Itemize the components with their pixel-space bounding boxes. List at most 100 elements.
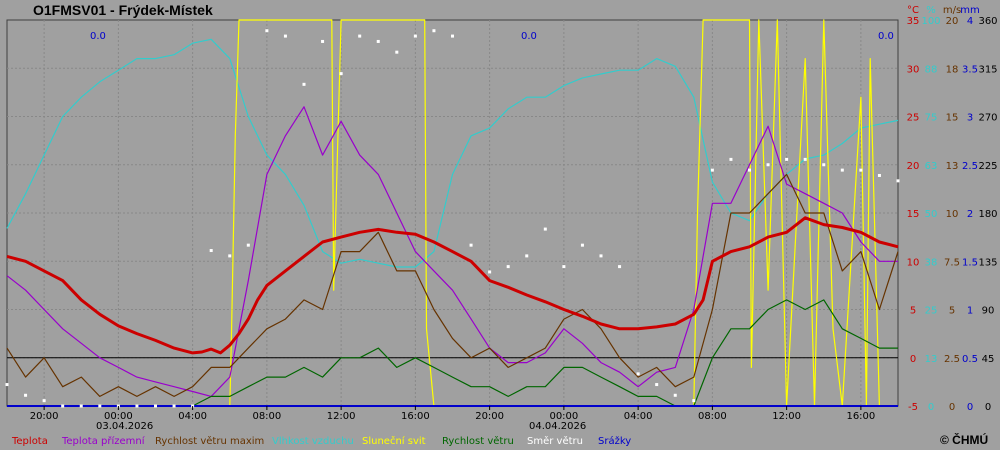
wind-direction-dot [376,39,380,43]
axis-tick-label: 270 [978,113,997,124]
axis-tick-label: 0.5 [962,354,978,365]
wind-direction-dot [543,227,547,231]
axis-tick-label: 90 [982,306,995,317]
axis-tick-label: 5 [910,306,916,317]
wind-direction-dot [710,168,714,172]
wind-direction-dot [24,393,28,397]
axis-tick-label: 13 [925,354,938,365]
axis-tick-label: 1 [967,306,973,317]
wind-direction-dot [618,265,622,269]
wind-direction-dot [135,404,139,408]
wind-direction-dot [525,254,529,258]
series-rychlost-v-tru-maxim [6,173,899,397]
wind-direction-dot [302,82,306,86]
series-teplota-p-zemn- [6,106,898,397]
x-tick-label: 20:00 [475,411,504,422]
axis-tick-label: 5 [949,306,955,317]
axis-tick-label: 100 [921,16,940,27]
axis-tick-label: 0 [949,402,955,413]
axis-tick-label: 38 [925,257,938,268]
axis-tick-label: 7.5 [944,257,960,268]
axis-tick-label: 1.5 [962,257,978,268]
wind-direction-dot [580,243,584,247]
x-tick-label: 20:00 [30,411,59,422]
axis-tick-label: 2.5 [962,161,978,172]
axis-tick-label: 18 [946,64,959,75]
axis-tick-label: 25 [907,113,920,124]
axis-tick-label: 0 [967,402,973,413]
wind-direction-dot [42,399,46,403]
legend-entry: Směr větru [527,435,583,447]
axis-tick-label: 30 [907,64,920,75]
axis-tick-label: 4 [967,16,973,27]
wind-direction-dot [692,399,696,403]
wind-direction-dot [339,72,343,76]
wind-direction-dot [785,157,789,161]
axis-tick-label: 63 [925,161,938,172]
wind-direction-dot [209,249,213,253]
axis-tick-label: 15 [946,113,959,124]
wind-direction-dot [246,243,250,247]
axis-tick-label: 20 [946,16,959,27]
wind-direction-dot [451,34,454,38]
copyright: © ČHMÚ [940,432,988,447]
legend-entry: Vlhkost vzduchu [272,436,354,447]
wind-direction-dot [729,157,733,161]
axis-tick-label: 10 [946,209,959,220]
precip-note-1: 0.0 [90,31,106,42]
wind-direction-dot [748,168,751,172]
axis-tick-label: 45 [982,354,995,365]
axis-unit-label: % [926,5,936,16]
axis-tick-label: 20 [907,161,920,172]
date-label-1: 03.04.2026 [96,421,153,432]
wind-direction-dot [673,393,677,397]
legend-entry: Rychlost větru [442,435,514,447]
axis-tick-label: 50 [925,209,938,220]
x-tick-label: 08:00 [252,411,281,422]
wind-direction-dot [265,29,269,33]
series-vlhkost-vzduchu [6,38,899,268]
wind-direction-dot [98,404,102,408]
legend-entry: Teplota [11,436,48,447]
wind-direction-dot [896,179,900,183]
wind-direction-dot [506,265,510,269]
legend: Teplota Teplota přízemní Rychlost větru ma… [11,435,631,447]
x-tick-label: 04:00 [624,411,653,422]
x-tick-label: 00:00 [104,411,133,422]
wind-direction-dot [562,265,566,269]
x-tick-label: 04:00 [178,411,207,422]
grid-layer [7,20,898,406]
wind-direction-dot [413,34,417,38]
legend-entry: Rychlost větru maxim [155,435,264,447]
x-tick-label: 12:00 [327,411,356,422]
wind-direction-dot [488,270,492,274]
axis-tick-label: 180 [978,209,997,220]
wind-direction-dot [79,404,83,408]
axis-tick-label: 2.5 [944,354,960,365]
wind-direction-dot [5,383,9,387]
wind-direction-dot [803,157,807,161]
precip-note-2: 0.0 [521,31,537,42]
wind-direction-dot [877,173,881,177]
legend-entry: Sluneční svit [362,435,426,447]
wind-direction-dot [822,163,826,167]
wind-direction-dot [228,254,232,258]
axis-tick-label: 35 [907,16,920,27]
legend-entry: Srážky [598,435,631,447]
x-tick-label: 12:00 [772,411,801,422]
right-axes: °C35302520151050-5%100887563503825130m/s… [907,5,998,413]
wind-direction-dots [5,29,900,408]
axis-tick-label: 0 [985,402,991,413]
x-tick-label: 00:00 [549,411,578,422]
axis-tick-label: 360 [978,16,997,27]
wind-direction-dot [859,168,863,172]
axis-unit-label: °C [907,5,919,16]
wind-direction-dot [655,383,659,387]
precip-note-3: 0.0 [878,31,894,42]
wind-direction-dot [636,372,640,376]
axis-tick-label: 225 [978,161,997,172]
wind-direction-dot [840,168,844,172]
axis-tick-label: 10 [907,257,920,268]
axis-tick-label: 135 [978,257,997,268]
